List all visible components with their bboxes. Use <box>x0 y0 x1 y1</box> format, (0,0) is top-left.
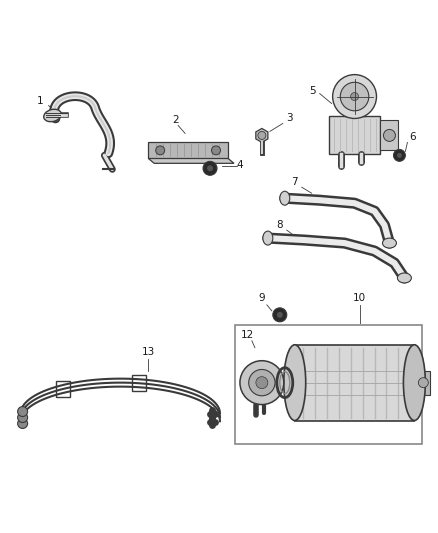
Bar <box>328 117 381 155</box>
Ellipse shape <box>397 273 411 283</box>
Circle shape <box>384 130 396 141</box>
Bar <box>56 381 70 397</box>
Ellipse shape <box>44 109 61 122</box>
Circle shape <box>249 369 275 396</box>
Circle shape <box>258 132 266 140</box>
Text: 5: 5 <box>309 86 316 95</box>
Ellipse shape <box>284 345 306 421</box>
Circle shape <box>18 413 28 423</box>
Bar <box>417 370 430 394</box>
Text: 6: 6 <box>409 132 416 142</box>
Circle shape <box>340 82 369 111</box>
Text: 9: 9 <box>258 293 265 303</box>
Circle shape <box>350 93 359 101</box>
Circle shape <box>18 407 28 416</box>
Circle shape <box>418 378 428 387</box>
Polygon shape <box>148 142 228 158</box>
Polygon shape <box>148 158 234 163</box>
Circle shape <box>397 153 402 158</box>
Ellipse shape <box>382 238 396 248</box>
Text: 1: 1 <box>37 95 44 106</box>
Circle shape <box>240 361 284 405</box>
Bar <box>295 345 414 421</box>
Bar <box>381 120 399 150</box>
Ellipse shape <box>403 345 425 421</box>
Text: 13: 13 <box>141 347 155 357</box>
Circle shape <box>203 161 217 175</box>
Polygon shape <box>256 128 268 142</box>
Circle shape <box>332 75 377 118</box>
Text: 10: 10 <box>353 293 366 303</box>
Bar <box>132 375 146 391</box>
Ellipse shape <box>263 231 273 245</box>
Circle shape <box>207 165 213 171</box>
Circle shape <box>212 146 220 155</box>
Circle shape <box>393 149 406 161</box>
Ellipse shape <box>280 191 290 205</box>
Circle shape <box>155 146 165 155</box>
Bar <box>235 325 422 445</box>
Circle shape <box>18 418 28 429</box>
Circle shape <box>277 312 283 318</box>
Text: 11: 11 <box>288 407 301 416</box>
Circle shape <box>256 377 268 389</box>
Text: 12: 12 <box>241 330 254 340</box>
Circle shape <box>273 308 287 322</box>
Text: 7: 7 <box>291 177 298 187</box>
Text: 3: 3 <box>286 114 293 124</box>
Text: 8: 8 <box>276 220 283 230</box>
Text: 2: 2 <box>172 116 178 125</box>
Text: 4: 4 <box>237 160 243 171</box>
